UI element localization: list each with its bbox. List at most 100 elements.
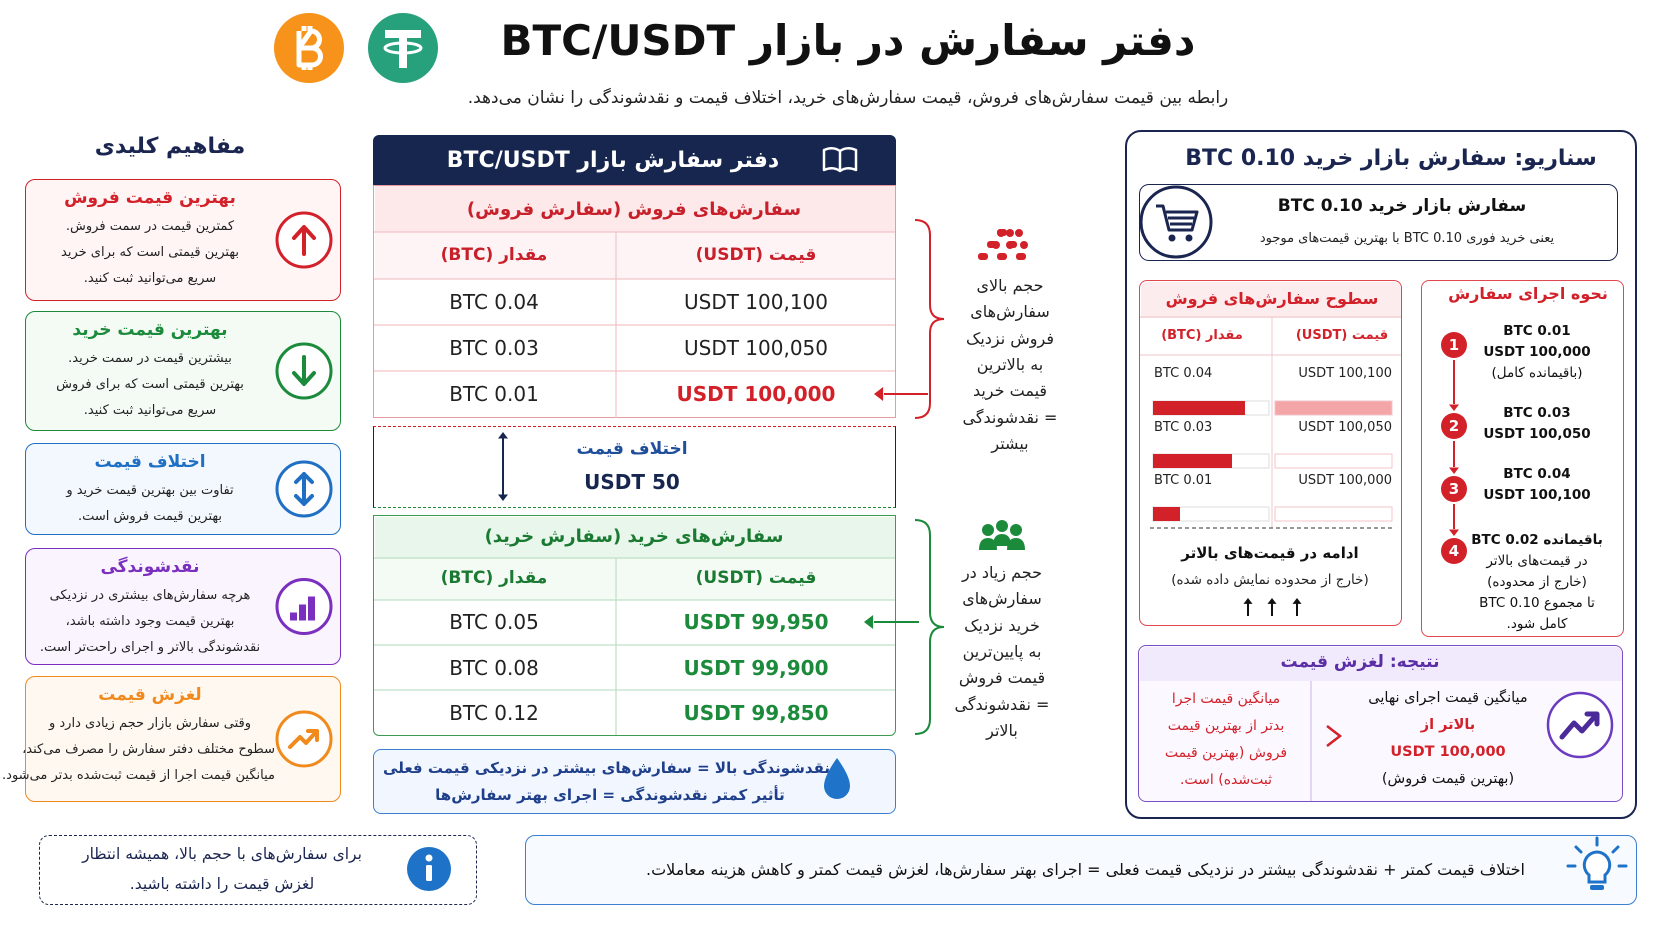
people-icon xyxy=(1016,253,1026,260)
level-amount: 0.01 BTC xyxy=(1154,473,1213,489)
concept-text: بهترین قیمت وجود داشته باشد، xyxy=(65,614,235,630)
concept-text: بهترین قیمتی است که برای فروش xyxy=(56,377,244,393)
scenario-title: سناریو: سفارش بازار خرید 0.10 BTC xyxy=(1185,145,1597,171)
people-icon xyxy=(1006,229,1014,237)
annotation: خرید نزدیک xyxy=(964,615,1040,635)
step-number: 3 xyxy=(1449,480,1459,498)
depth-bar-track xyxy=(1274,506,1393,522)
step-text: 0.04 BTC xyxy=(1503,465,1571,482)
step-marker xyxy=(1441,476,1467,502)
ask-amount: 0.01 BTC xyxy=(449,382,539,406)
concept-text: بهترین قیمت فروش است. xyxy=(78,509,222,525)
concept-title: بهترین قیمت فروش xyxy=(64,188,236,209)
step-text: باقیمانده 0.02 BTC xyxy=(1471,531,1603,548)
bid-price: 99,950 USDT xyxy=(683,610,829,634)
tip-box xyxy=(39,835,477,905)
page-title: دفتر سفارش در بازار BTC/USDT xyxy=(500,15,1196,65)
bid-price: 99,900 USDT xyxy=(683,655,829,680)
ask-price: 100,050 USDT xyxy=(683,336,829,360)
people-icon xyxy=(982,524,994,536)
icon-bar xyxy=(299,604,306,621)
section-title: مفاهیم کلیدی xyxy=(94,133,246,159)
label: مقدار (BTC) xyxy=(440,245,548,266)
label: اختلاف قیمت xyxy=(576,439,688,460)
icon-arrow xyxy=(292,225,316,256)
bids-title-row xyxy=(374,516,895,558)
arrow-head xyxy=(1449,529,1459,536)
step-text: (باقیمانده کامل) xyxy=(1491,364,1583,381)
label: سفارش بازار خرید 0.10 BTC xyxy=(1277,196,1527,217)
depth-bar xyxy=(1153,454,1232,468)
depth-bar xyxy=(1153,401,1245,415)
concept-text: سطوح مختلف دفتر سفارش را مصرف می‌کند، xyxy=(22,742,275,758)
bulb-ray xyxy=(1611,845,1620,854)
people-icon xyxy=(996,520,1008,532)
concept-text: بیشترین قیمت در سمت خرید. xyxy=(68,351,232,367)
label: یعنی خرید فوری 0.10 BTC با بهترین قیمت‌ه… xyxy=(1259,231,1555,247)
subtitle: رابطه بین قیمت سفارش‌های فروش، قیمت سفار… xyxy=(467,88,1229,109)
annotation: به پایین‌ترین xyxy=(962,641,1042,661)
step-text: (خارج از محدوده) xyxy=(1487,573,1587,590)
annotation: به بالاترین xyxy=(976,354,1044,374)
concept-text: سریع می‌توانید ثبت کنید. xyxy=(83,403,217,419)
chevron xyxy=(1326,725,1343,747)
result-text: (بهترین قیمت فروش) xyxy=(1381,771,1515,788)
arrow-head xyxy=(1449,404,1459,411)
label: نحوه اجرای سفارش xyxy=(1448,284,1608,303)
concept-title: نقدشوندگی xyxy=(100,557,200,578)
label: نتیجه: لغزش قیمت xyxy=(1280,652,1440,673)
arrow-head xyxy=(1292,598,1302,604)
result-text: 100,000 USDT xyxy=(1390,744,1506,761)
drop-icon xyxy=(824,758,850,799)
result-title-row xyxy=(1139,646,1622,681)
arrow-head xyxy=(498,432,508,439)
note-box xyxy=(373,749,896,814)
tether-glyph xyxy=(383,41,423,55)
bulb-icon xyxy=(1590,885,1604,890)
tip-text: برای سفارش‌های با حجم بالا، همیشه انتظار xyxy=(82,845,362,864)
icon-trend xyxy=(288,729,319,749)
step-text: 100,050 USDT xyxy=(1483,425,1591,442)
levels-box xyxy=(1139,280,1402,626)
tip-text: لغزش قیمت را داشته باشید. xyxy=(129,875,315,894)
concept-text: وقتی سفارش بازار حجم زیادی دارد و xyxy=(48,716,251,732)
note-text: نقدشوندگی بالا = سفارش‌های بیشتر در نزدی… xyxy=(383,758,830,777)
bitcoin-glyph xyxy=(296,26,323,70)
annotation: حجم بالای xyxy=(976,276,1044,295)
info-icon xyxy=(425,854,433,862)
book-icon xyxy=(822,147,858,173)
label: سفارش‌های خرید (سفارش خرید) xyxy=(484,525,784,547)
concept-text: سریع می‌توانید ثبت کنید. xyxy=(83,271,217,287)
ask-amount: 0.04 BTC xyxy=(449,290,539,314)
step-text: 0.03 BTC xyxy=(1503,404,1571,421)
concept-title: بهترین قیمت خرید xyxy=(72,320,228,341)
level-amount: 0.04 BTC xyxy=(1154,366,1213,382)
annotation: فروش نزدیک xyxy=(966,328,1054,348)
ask-price: 100,000 USDT xyxy=(676,382,836,406)
level-price: 100,100 USDT xyxy=(1298,366,1392,382)
depth-bar xyxy=(1153,507,1180,521)
icon-arrow xyxy=(294,472,314,506)
result-text: بدتر از بهترین قیمت xyxy=(1167,717,1285,734)
label: مقدار (BTC) xyxy=(1161,328,1243,344)
level-price: 100,000 USDT xyxy=(1298,473,1392,489)
concept-text: بهترین قیمتی است که برای خرید xyxy=(61,245,239,261)
people-icon xyxy=(1007,241,1017,248)
bid-amount: 0.08 BTC xyxy=(449,655,539,680)
bids-header-row xyxy=(374,558,895,600)
step-text: 100,100 USDT xyxy=(1483,486,1591,503)
bid-price: 99,850 USDT xyxy=(683,701,829,725)
bid-amount: 0.05 BTC xyxy=(449,610,539,634)
level-amount: 0.03 BTC xyxy=(1154,420,1213,436)
asks-header-row xyxy=(374,232,895,279)
concept-text: نقدشوندگی بالاتر و اجرای راحت‌تر است. xyxy=(39,640,261,656)
asks-title-row xyxy=(374,186,895,232)
concept-title: لغزش قیمت xyxy=(98,685,202,706)
annotation: حجم زیاد در xyxy=(961,563,1043,582)
step-marker xyxy=(1441,538,1467,564)
arrow-head xyxy=(1267,598,1277,604)
result-text: فروش (بهترین قیمت xyxy=(1164,744,1288,761)
label: سفارش‌های فروش (سفارش فروش) xyxy=(466,198,802,220)
